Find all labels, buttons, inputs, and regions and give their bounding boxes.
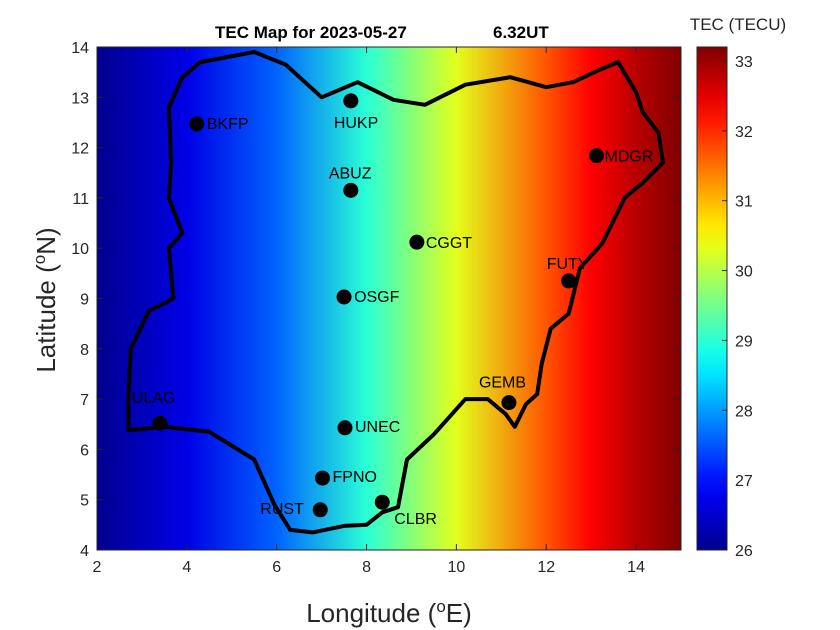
station-label: RUST [260, 501, 304, 518]
x-tick-label: 4 [182, 559, 191, 576]
station-marker [315, 470, 331, 486]
x-tick-label: 14 [627, 559, 645, 576]
colorbar-tick-label: 27 [735, 473, 753, 490]
colorbar-tick-label: 32 [735, 124, 753, 141]
station-hukp[interactable]: HUKP [334, 93, 378, 132]
y-tick-label: 5 [80, 493, 89, 510]
station-label: FPNO [333, 469, 377, 486]
station-unec[interactable]: UNEC [337, 419, 400, 436]
x-tick-label: 8 [362, 559, 371, 576]
station-label: BKFP [207, 116, 249, 133]
station-marker [343, 182, 359, 198]
y-axis-label: Latitude (oN) [30, 227, 61, 372]
station-marker [312, 502, 328, 518]
y-axis-ticks: 4 5 6 7 8 9 10 11 12 13 14 [71, 40, 681, 560]
y-tick-label: 10 [71, 241, 89, 258]
x-tick-label: 12 [537, 559, 555, 576]
station-ulag[interactable]: ULAG [132, 390, 176, 431]
station-markers: BKFP HUKP MDGR ABUZ CGGT FUTY OSGF GEMB ULAG UNEC… [132, 93, 653, 529]
station-label: ABUZ [329, 165, 372, 182]
station-label: OSGF [354, 289, 400, 306]
y-tick-label: 11 [72, 191, 89, 208]
station-label: CGGT [426, 235, 472, 252]
y-tick-label: 6 [80, 442, 89, 459]
station-futy[interactable]: FUTY [547, 256, 589, 289]
country-boundary [126, 50, 665, 535]
station-marker [501, 395, 517, 411]
x-tick-label: 2 [93, 559, 102, 576]
colorbar-tick-label: 29 [735, 333, 753, 350]
station-cggt[interactable]: CGGT [409, 234, 472, 253]
station-fpno[interactable]: FPNO [315, 469, 377, 486]
station-label: CLBR [394, 511, 437, 528]
colorbar-tick-label: 33 [735, 54, 753, 71]
colorbar-ticks: 26 27 28 29 30 31 32 33 [722, 54, 753, 560]
station-rust[interactable]: RUST [260, 501, 328, 518]
x-axis-label: Longitude (oE) [306, 597, 472, 628]
station-clbr[interactable]: CLBR [374, 494, 437, 529]
colorbar-scale [696, 46, 728, 551]
x-axis-ticks: 2 4 6 8 10 12 14 [93, 47, 645, 576]
y-tick-label: 9 [80, 292, 89, 309]
colorbar-tick-label: 26 [735, 543, 753, 560]
station-marker [561, 273, 577, 289]
y-tick-label: 4 [80, 543, 89, 560]
y-tick-label: 13 [71, 90, 89, 107]
map-title-time: 6.32UT [493, 23, 549, 42]
x-tick-label: 6 [272, 559, 281, 576]
station-label: MDGR [605, 149, 654, 166]
station-label: HUKP [334, 115, 378, 132]
station-marker [409, 234, 425, 250]
colorbar-tick-label: 30 [735, 264, 753, 281]
plot-area: BKFP HUKP MDGR ABUZ CGGT FUTY OSGF GEMB ULAG UNEC… [96, 46, 682, 551]
colorbar-label: TEC (TECU) [690, 15, 786, 34]
station-marker [152, 415, 168, 431]
colorbar: TEC (TECU) 26 27 28 29 30 31 32 33 [690, 15, 786, 560]
y-tick-label: 12 [71, 141, 89, 158]
station-marker [343, 93, 359, 109]
station-marker [189, 116, 205, 132]
y-tick-label: 7 [80, 392, 89, 409]
station-label: ULAG [132, 390, 176, 407]
station-label: FUTY [547, 256, 589, 273]
station-gemb[interactable]: GEMB [479, 375, 526, 411]
colorbar-tick-label: 28 [735, 403, 753, 420]
station-marker [374, 494, 390, 510]
x-tick-label: 10 [447, 559, 465, 576]
station-marker [337, 420, 353, 436]
y-tick-label: 8 [80, 342, 89, 359]
station-marker [336, 289, 352, 305]
map-title-date: TEC Map for 2023-05-27 [215, 23, 407, 42]
y-tick-label: 14 [71, 40, 89, 57]
station-marker [589, 148, 605, 164]
station-abuz[interactable]: ABUZ [329, 165, 372, 198]
station-label: UNEC [355, 419, 400, 436]
station-mdgr[interactable]: MDGR [589, 148, 653, 166]
station-osgf[interactable]: OSGF [336, 289, 400, 306]
colorbar-tick-label: 31 [735, 194, 753, 211]
station-bkfp[interactable]: BKFP [189, 116, 249, 133]
station-label: GEMB [479, 375, 526, 392]
